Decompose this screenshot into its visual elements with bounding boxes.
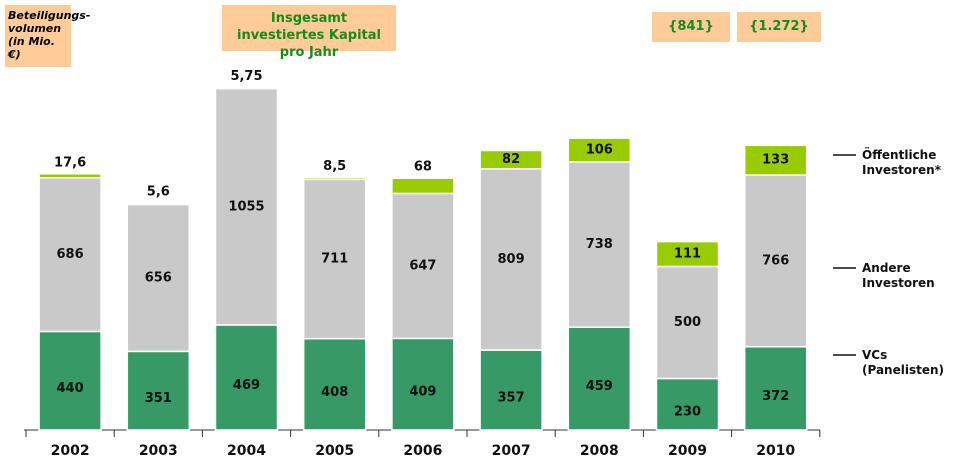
data-label: 500 (674, 315, 701, 330)
data-label: 5,75 (230, 69, 262, 84)
chart-title: Insgesamt investiertes Kapital pro Jahr (222, 5, 396, 60)
data-label: 357 (498, 391, 525, 406)
data-label: 68 (414, 160, 432, 175)
data-label: 409 (409, 385, 436, 400)
x-tick-label: 2010 (756, 443, 795, 459)
data-label: 738 (586, 237, 613, 252)
bar-segment (38, 173, 102, 179)
legend-entry: Andere Investoren (862, 261, 935, 290)
data-label: 106 (586, 143, 613, 158)
x-tick-label: 2009 (668, 443, 707, 459)
annotation: {1.272} (737, 12, 821, 42)
data-label: 408 (321, 385, 348, 400)
bar-segment (38, 177, 102, 333)
data-label: 809 (498, 252, 525, 267)
data-label: 656 (145, 270, 172, 285)
bar-segment (567, 161, 632, 328)
bar-segment (391, 192, 455, 340)
legend-entry: Öffentliche Investoren* (862, 148, 941, 177)
data-label: 711 (321, 251, 348, 266)
bar-segment (302, 176, 367, 181)
x-tick-label: 2002 (51, 443, 90, 459)
bar-segment (391, 177, 455, 195)
x-tick-label: 2004 (227, 443, 266, 459)
data-label: 647 (409, 258, 436, 273)
data-label: 230 (674, 405, 701, 420)
bar-segment (743, 174, 808, 348)
bar-segment (126, 202, 191, 206)
bar-segment (126, 203, 191, 353)
bar-segment (567, 137, 632, 163)
data-label: 133 (762, 153, 789, 168)
x-tick-label: 2003 (139, 443, 178, 459)
bar-segment (479, 168, 543, 351)
data-label: 17,6 (54, 155, 86, 170)
bar-segment (655, 240, 720, 268)
bar-segment (214, 87, 279, 326)
y-axis-label: Beteiligungs-volumen (in Mio. €) (5, 5, 90, 67)
data-label: 8,5 (323, 159, 346, 174)
bar-segment (214, 324, 279, 431)
bar-segment (214, 86, 279, 90)
data-label: 111 (674, 247, 701, 262)
data-label: 440 (57, 381, 84, 396)
data-label: 686 (57, 247, 84, 262)
legend-entry: VCs (Panelisten) (862, 348, 945, 377)
bar-segment (743, 144, 808, 176)
data-label: 5,6 (147, 185, 170, 200)
bar-segment (567, 326, 632, 431)
data-label: 372 (762, 389, 789, 404)
annotation: {841} (652, 12, 730, 42)
data-label: 351 (145, 391, 172, 406)
x-tick-label: 2007 (492, 443, 531, 459)
data-label: 469 (233, 378, 260, 393)
x-tick-label: 2006 (403, 443, 442, 459)
bar-segment (302, 178, 367, 340)
bar-segment (38, 330, 102, 431)
bar-segment (655, 265, 720, 380)
bar-segment (391, 337, 455, 431)
data-label: 1055 (228, 199, 264, 214)
bar-segment (479, 149, 543, 170)
x-tick-label: 2008 (580, 443, 619, 459)
data-label: 766 (762, 253, 789, 268)
bar-segment (479, 349, 543, 431)
data-label: 459 (586, 379, 613, 394)
bar-segment (743, 345, 808, 431)
bar-segment (302, 337, 367, 431)
data-label: 82 (502, 152, 520, 167)
x-tick-label: 2005 (315, 443, 354, 459)
